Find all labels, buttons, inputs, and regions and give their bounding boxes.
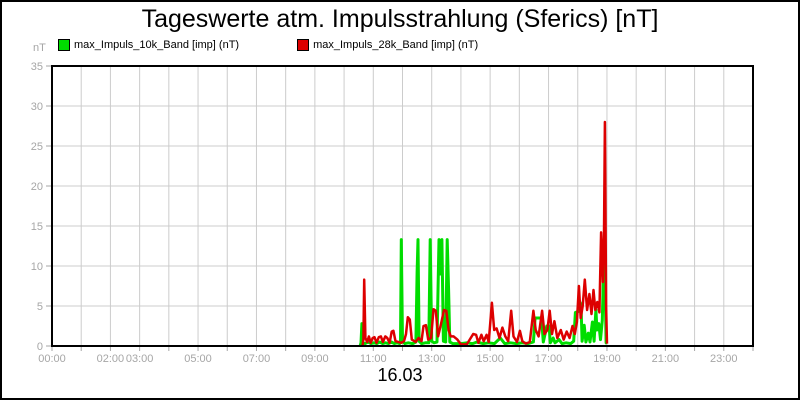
x-tick-label: 19:00	[593, 353, 621, 365]
legend-swatch-green	[58, 39, 70, 51]
y-tick-label: 15	[31, 221, 43, 233]
y-tick-label: 20	[31, 181, 43, 193]
legend-label-10k-band: max_Impuls_10k_Band [imp] (nT)	[74, 39, 240, 51]
legend: max_Impuls_10k_Band [imp] (nT) max_Impul…	[58, 39, 478, 51]
y-tick-label: 30	[31, 101, 43, 113]
x-tick-label: 23:00	[710, 353, 738, 365]
plot-border	[51, 65, 754, 347]
legend-item-10k-band: max_Impuls_10k_Band [imp] (nT)	[58, 39, 239, 51]
x-tick-label: 13:00	[418, 353, 446, 365]
x-tick-label: 07:00	[243, 353, 271, 365]
y-tick-label: 10	[31, 261, 43, 273]
x-tick-label: 05:00	[184, 353, 212, 365]
x-tick-label: 17:00	[535, 353, 563, 365]
y-tick-label: 25	[31, 141, 43, 153]
legend-item-28k-band: max_Impuls_28k_Band [imp] (nT)	[297, 39, 478, 51]
x-tick-label: 15:00	[476, 353, 504, 365]
series-line-10k-band	[358, 238, 608, 347]
chart-title: Tageswerte atm. Impulsstrahlung (Sferics…	[141, 5, 659, 33]
y-tick-label: 0	[37, 341, 43, 353]
series-line-28k-band	[361, 120, 609, 347]
y-axis-unit-label: nT	[33, 42, 46, 54]
y-tick-label: 35	[31, 61, 43, 73]
legend-label-28k-band: max_Impuls_28k_Band [imp] (nT)	[313, 39, 479, 51]
x-tick-label: 00:00	[38, 353, 66, 365]
y-tick-label: 5	[37, 301, 43, 313]
x-tick-label: 21:00	[652, 353, 680, 365]
legend-swatch-red	[297, 39, 310, 51]
date-label: 16.03	[377, 365, 423, 385]
x-tick-label: 11:00	[360, 353, 387, 365]
x-tick-label: 02:00	[97, 353, 125, 365]
x-tick-label: 09:00	[301, 353, 329, 365]
x-tick-label: 03:00	[126, 353, 154, 365]
